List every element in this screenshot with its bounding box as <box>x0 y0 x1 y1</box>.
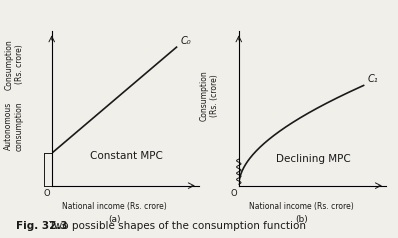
Text: Consumption
(Rs. crore): Consumption (Rs. crore) <box>4 39 23 90</box>
Text: C₁: C₁ <box>367 74 378 84</box>
Text: National income (Rs. crore): National income (Rs. crore) <box>249 202 353 211</box>
Text: O: O <box>43 188 50 198</box>
Text: O: O <box>230 188 237 198</box>
Text: (a): (a) <box>108 215 120 224</box>
Text: Autonomous
consumption: Autonomous consumption <box>4 101 23 151</box>
Text: Declining MPC: Declining MPC <box>276 154 351 164</box>
Text: C₀: C₀ <box>180 36 191 46</box>
Text: National income (Rs. crore): National income (Rs. crore) <box>62 202 166 211</box>
Text: (b): (b) <box>295 215 308 224</box>
Text: Two possible shapes of the consumption function: Two possible shapes of the consumption f… <box>46 221 306 231</box>
Text: Constant MPC: Constant MPC <box>90 151 163 161</box>
Text: Consumption
(Rs. (crore): Consumption (Rs. (crore) <box>199 70 219 121</box>
Text: Fig. 32.3: Fig. 32.3 <box>16 221 68 231</box>
